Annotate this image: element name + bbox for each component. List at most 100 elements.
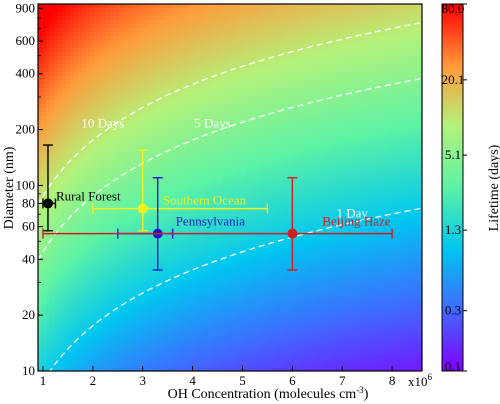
heatmap-cell xyxy=(238,40,243,45)
heatmap-cell xyxy=(82,148,87,153)
heatmap-cell xyxy=(230,308,235,313)
heatmap-cell xyxy=(114,368,119,371)
heatmap-cell xyxy=(58,64,63,69)
heatmap-cell xyxy=(114,104,119,109)
heatmap-cell xyxy=(234,340,239,345)
heatmap-cell xyxy=(182,304,187,309)
heatmap-cell xyxy=(214,236,219,241)
heatmap-cell xyxy=(166,304,171,309)
heatmap-cell xyxy=(98,252,103,257)
heatmap-cell xyxy=(118,236,123,241)
heatmap-cell xyxy=(98,156,103,161)
heatmap-cell xyxy=(126,8,131,13)
heatmap-cell xyxy=(202,20,207,25)
heatmap-cell xyxy=(154,260,159,265)
heatmap-cell xyxy=(58,280,63,285)
heatmap-cell xyxy=(110,204,115,209)
heatmap-cell xyxy=(94,328,99,333)
heatmap-cell xyxy=(94,16,99,21)
heatmap-cell xyxy=(74,188,79,193)
heatmap-cell xyxy=(162,204,167,209)
heatmap-cell xyxy=(206,336,211,341)
heatmap-cell xyxy=(230,24,235,29)
heatmap-cell xyxy=(62,120,67,125)
heatmap-cell xyxy=(226,272,231,277)
heatmap-cell xyxy=(50,168,55,173)
heatmap-cell xyxy=(110,172,115,177)
heatmap-cell xyxy=(110,256,115,261)
heatmap-cell xyxy=(146,12,151,17)
heatmap-cell xyxy=(98,108,103,113)
heatmap-cell xyxy=(190,88,195,93)
heatmap-cell xyxy=(150,352,155,357)
heatmap-cell xyxy=(214,100,219,105)
heatmap-cell xyxy=(74,296,79,301)
heatmap-cell xyxy=(70,176,75,181)
heatmap-cell xyxy=(146,316,151,321)
heatmap-cell xyxy=(214,320,219,325)
heatmap-cell xyxy=(134,80,139,85)
heatmap-cell xyxy=(162,72,167,77)
heatmap-cell xyxy=(206,24,211,29)
heatmap-cell xyxy=(126,352,131,357)
heatmap-cell xyxy=(214,140,219,145)
heatmap-cell xyxy=(194,364,199,369)
heatmap-cell xyxy=(234,312,239,317)
heatmap-cell xyxy=(246,368,251,371)
heatmap-cell xyxy=(222,84,227,89)
heatmap-cell xyxy=(174,20,179,25)
heatmap-cell xyxy=(58,320,63,325)
heatmap-cell xyxy=(238,292,243,297)
heatmap-cell xyxy=(66,128,71,133)
heatmap-cell xyxy=(222,280,227,285)
heatmap-cell xyxy=(246,116,251,121)
heatmap-cell xyxy=(154,352,159,357)
heatmap-cell xyxy=(94,12,99,17)
heatmap-cell xyxy=(90,100,95,105)
heatmap-cell xyxy=(154,244,159,249)
heatmap-cell xyxy=(170,24,175,29)
heatmap-cell xyxy=(122,28,127,33)
heatmap-cell xyxy=(74,76,79,81)
heatmap-cell xyxy=(178,344,183,349)
heatmap-cell xyxy=(246,316,251,321)
heatmap-cell xyxy=(154,164,159,169)
heatmap-cell xyxy=(246,268,251,273)
heatmap-cell xyxy=(194,256,199,261)
heatmap-cell xyxy=(162,64,167,69)
heatmap-cell xyxy=(114,252,119,257)
heatmap-cell xyxy=(70,360,75,365)
heatmap-cell xyxy=(90,296,95,301)
heatmap-cell xyxy=(214,276,219,281)
heatmap-cell xyxy=(246,60,251,65)
heatmap-cell xyxy=(174,340,179,345)
heatmap-cell xyxy=(174,368,179,371)
heatmap-cell xyxy=(154,288,159,293)
heatmap-cell xyxy=(42,288,47,293)
heatmap-cell xyxy=(114,216,119,221)
heatmap-cell xyxy=(158,252,163,257)
heatmap-cell xyxy=(78,292,83,297)
heatmap-cell xyxy=(210,340,215,345)
heatmap-cell xyxy=(234,56,239,61)
heatmap-cell xyxy=(146,180,151,185)
heatmap-cell xyxy=(214,300,219,305)
heatmap-cell xyxy=(58,40,63,45)
heatmap-cell xyxy=(158,80,163,85)
heatmap-cell xyxy=(114,204,119,209)
heatmap-cell xyxy=(102,140,107,145)
heatmap-cell xyxy=(126,220,131,225)
heatmap-cell xyxy=(78,260,83,265)
heatmap-cell xyxy=(214,252,219,257)
heatmap-cell xyxy=(166,8,171,13)
heatmap-cell xyxy=(126,336,131,341)
heatmap-cell xyxy=(150,220,155,225)
heatmap-cell xyxy=(190,112,195,117)
heatmap-cell xyxy=(226,312,231,317)
heatmap-cell xyxy=(202,308,207,313)
heatmap-cell xyxy=(90,360,95,365)
heatmap-cell xyxy=(186,264,191,269)
heatmap-cell xyxy=(130,284,135,289)
heatmap-cell xyxy=(82,128,87,133)
heatmap-cell xyxy=(58,292,63,297)
